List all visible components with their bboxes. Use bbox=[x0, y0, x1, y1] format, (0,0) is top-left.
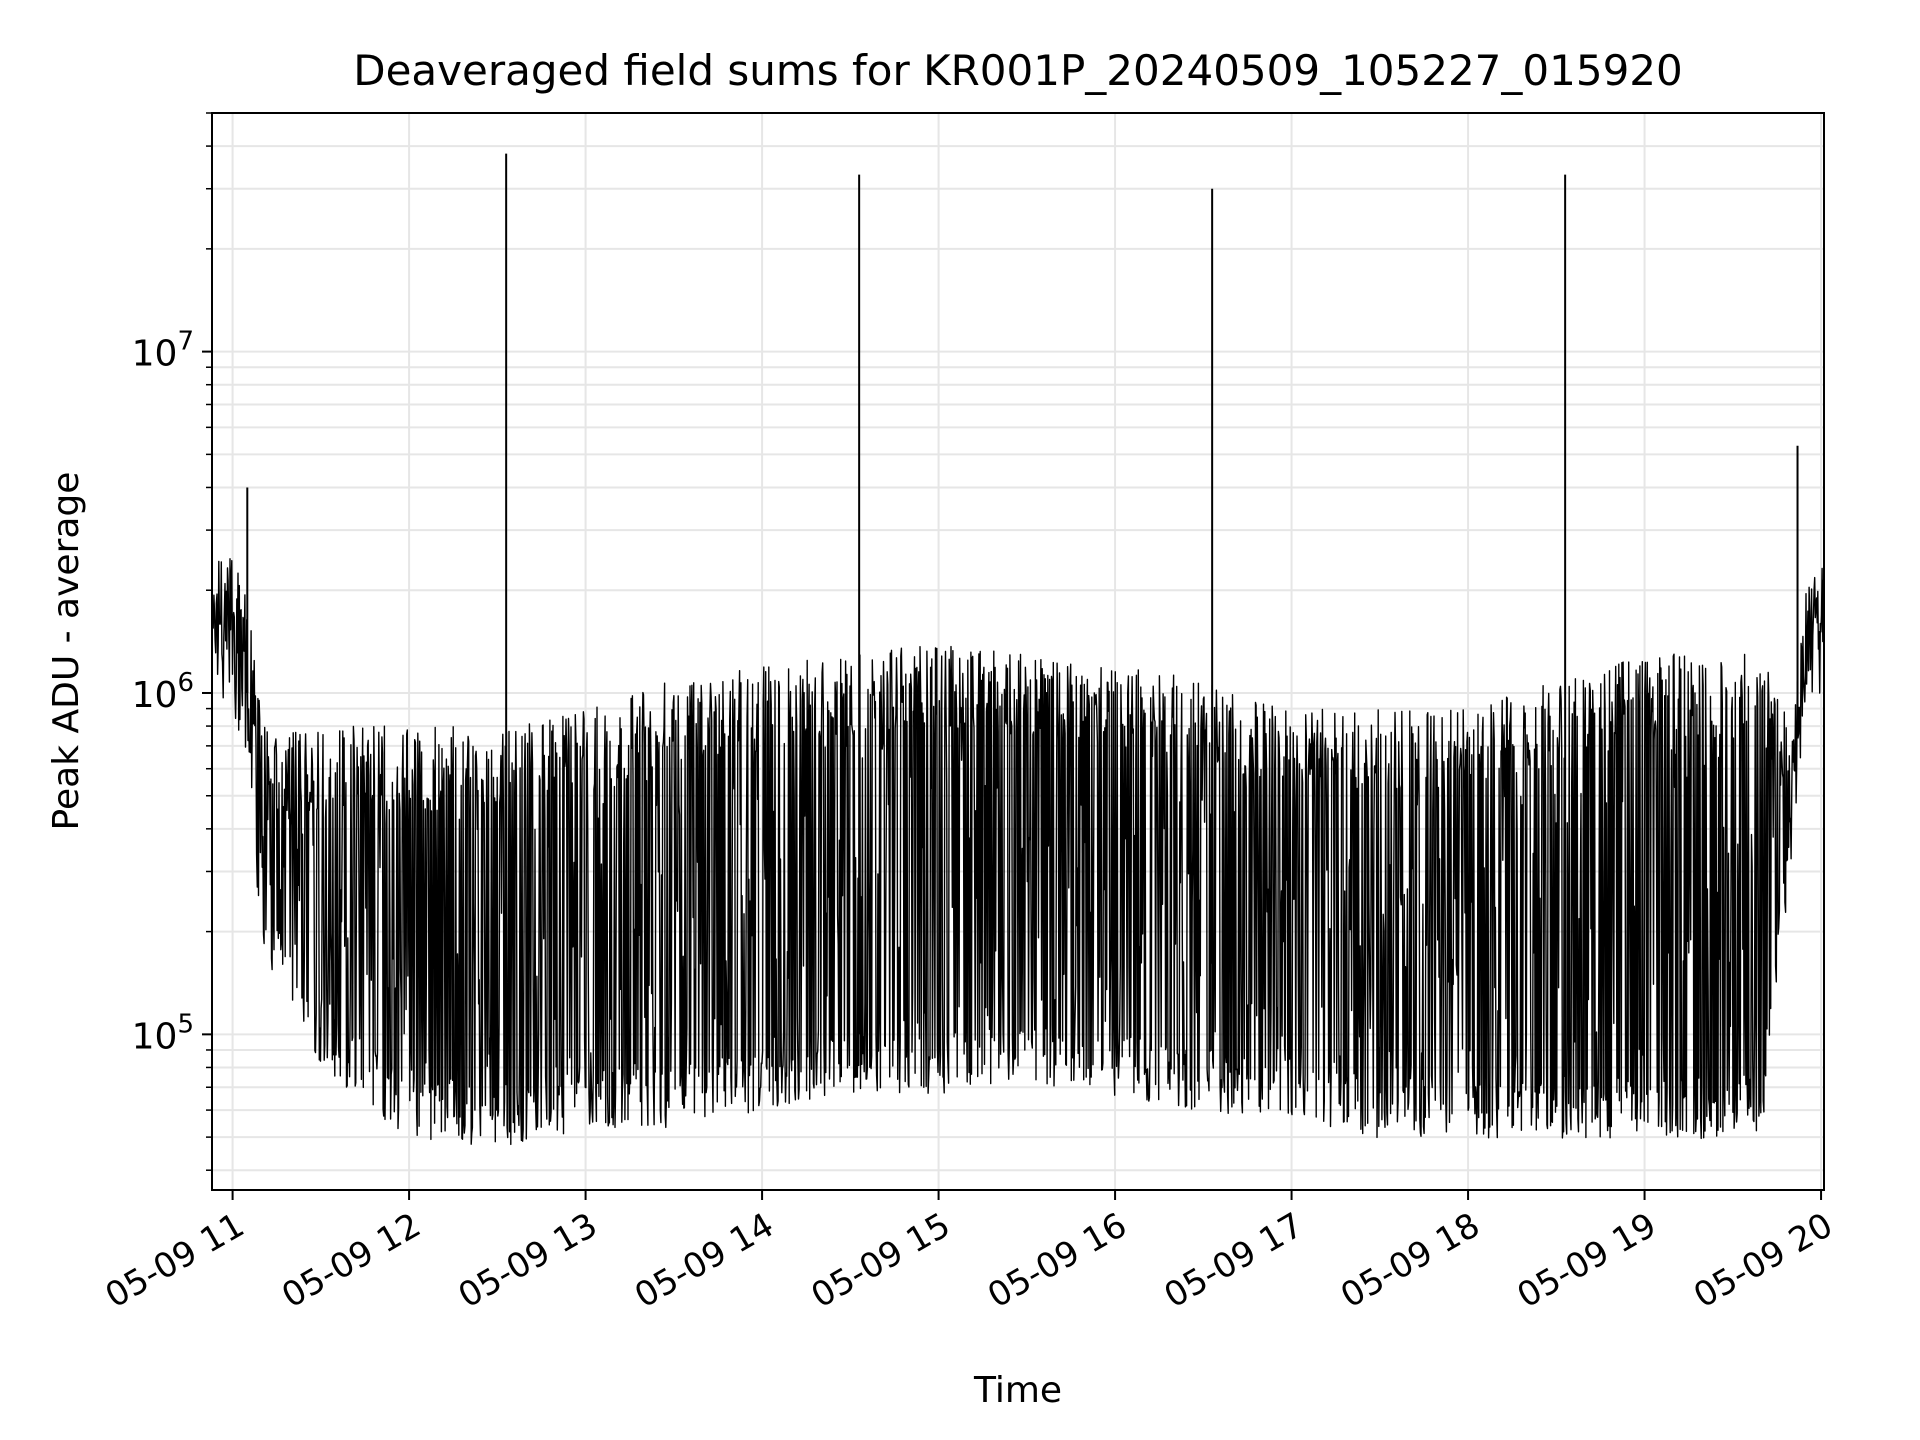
chart-title: Deaveraged field sums for KR001P_2024050… bbox=[353, 46, 1683, 95]
series-line bbox=[211, 153, 1825, 1146]
axes-frame bbox=[211, 112, 1825, 1191]
y-tick-label: 107 bbox=[132, 327, 194, 375]
series-noise-path bbox=[211, 558, 1825, 1146]
x-axis-label: Time bbox=[973, 1370, 1062, 1411]
y-tick-label: 105 bbox=[132, 1009, 194, 1057]
y-axis-label: Peak ADU - average bbox=[46, 472, 87, 831]
y-tick-label: 106 bbox=[132, 668, 194, 716]
